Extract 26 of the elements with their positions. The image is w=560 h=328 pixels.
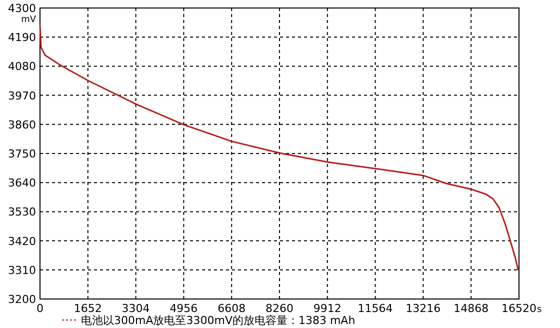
y-tick-label: 3420 <box>8 234 36 248</box>
y-tick-label: 3750 <box>8 148 36 160</box>
x-tick-label: 11564 <box>358 302 393 315</box>
y-tick-label: 4080 <box>8 60 36 74</box>
y-axis-title: mV <box>21 15 37 25</box>
x-tick-label: 9912 <box>313 302 342 315</box>
x-tick-label: 1652 <box>74 302 102 315</box>
y-tick-label: 4190 <box>8 31 36 44</box>
x-tick-label: 8260 <box>266 302 294 315</box>
x-tick-label: 3304 <box>122 302 150 315</box>
x-axis-title: s <box>537 305 542 315</box>
x-tick-label: 14868 <box>454 302 489 315</box>
y-tick-label: 3200 <box>8 293 36 306</box>
y-tick-label: 3860 <box>8 118 36 132</box>
y-tick-label: 3530 <box>8 206 36 219</box>
y-tick-label: 3310 <box>8 264 36 277</box>
y-tick-label: 3640 <box>8 176 36 190</box>
x-tick-label: 4956 <box>170 302 198 315</box>
y-tick-label: 4300 <box>8 2 36 15</box>
y-tick-label: 3970 <box>8 89 36 102</box>
x-tick-label: 16520 <box>502 302 536 315</box>
x-tick-label: 13216 <box>406 302 441 315</box>
x-tick-label: 0 <box>36 302 44 315</box>
line-series <box>39 24 519 270</box>
legend-label: 电池以300mA放电至3300mV的放电容量：1383 mAh <box>81 314 356 327</box>
x-tick-label: 6608 <box>218 302 246 315</box>
